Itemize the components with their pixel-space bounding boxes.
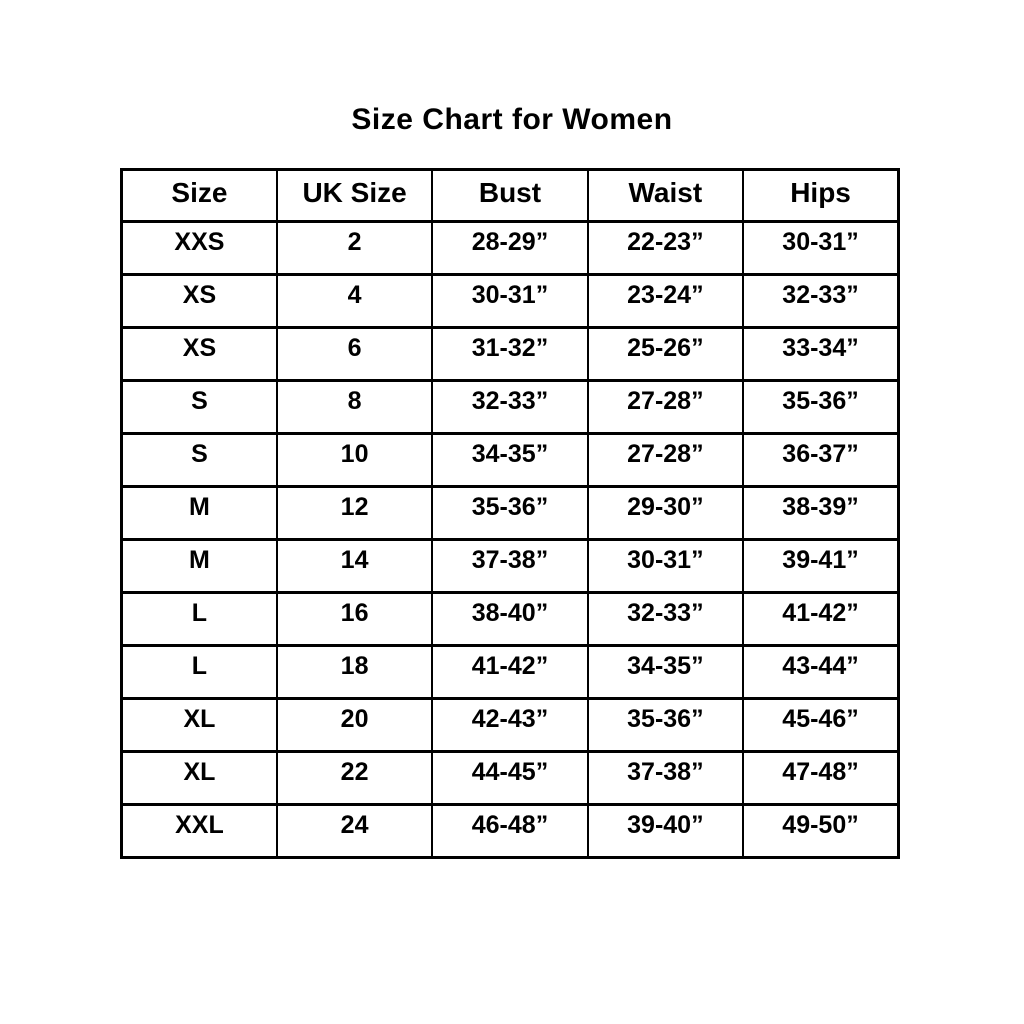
table-cell-bust: 32-33” <box>431 379 589 435</box>
table-cell-uk-size: 16 <box>275 591 434 647</box>
table-cell-hips: 43-44” <box>742 644 900 700</box>
table-cell-hips: 39-41” <box>742 538 900 594</box>
table-cell-waist: 23-24” <box>586 273 745 329</box>
table-cell-uk-size: 22 <box>275 750 434 806</box>
table-cell-hips: 30-31” <box>742 220 900 276</box>
table-cell-waist: 35-36” <box>586 697 745 753</box>
table-cell-uk-size: 8 <box>275 379 434 435</box>
table-row: XXL 24 46-48” 39-40” 49-50” <box>120 803 900 859</box>
table-cell-hips: 47-48” <box>742 750 900 806</box>
table-cell-waist: 22-23” <box>586 220 745 276</box>
table-cell-waist: 27-28” <box>586 432 745 488</box>
table-cell-waist: 32-33” <box>586 591 745 647</box>
table-cell-size: XL <box>120 697 278 753</box>
table-row: XS 4 30-31” 23-24” 32-33” <box>120 273 900 329</box>
table-cell-uk-size: 4 <box>275 273 434 329</box>
table-cell-size: M <box>120 485 278 541</box>
table-row: L 18 41-42” 34-35” 43-44” <box>120 644 900 700</box>
table-row: M 12 35-36” 29-30” 38-39” <box>120 485 900 541</box>
table-cell-size: M <box>120 538 278 594</box>
table-cell-bust: 38-40” <box>431 591 589 647</box>
table-cell-bust: 28-29” <box>431 220 589 276</box>
table-row: XXS 2 28-29” 22-23” 30-31” <box>120 220 900 276</box>
table-cell-uk-size: 18 <box>275 644 434 700</box>
table-cell-bust: 34-35” <box>431 432 589 488</box>
table-row: XL 20 42-43” 35-36” 45-46” <box>120 697 900 753</box>
column-header-size: Size <box>120 168 278 223</box>
table-cell-hips: 38-39” <box>742 485 900 541</box>
table-cell-hips: 41-42” <box>742 591 900 647</box>
table-cell-waist: 25-26” <box>586 326 745 382</box>
table-cell-size: XS <box>120 326 278 382</box>
table-cell-size: XS <box>120 273 278 329</box>
column-header-waist: Waist <box>586 168 745 223</box>
table-cell-size: S <box>120 432 278 488</box>
page-title: Size Chart for Women <box>351 103 673 136</box>
table-cell-hips: 36-37” <box>742 432 900 488</box>
table-cell-uk-size: 6 <box>275 326 434 382</box>
table-cell-hips: 32-33” <box>742 273 900 329</box>
table-cell-waist: 29-30” <box>586 485 745 541</box>
table-row: S 8 32-33” 27-28” 35-36” <box>120 379 900 435</box>
table-cell-bust: 35-36” <box>431 485 589 541</box>
table-cell-bust: 30-31” <box>431 273 589 329</box>
table-cell-size: XXS <box>120 220 278 276</box>
table-cell-waist: 30-31” <box>586 538 745 594</box>
table-cell-bust: 41-42” <box>431 644 589 700</box>
table-cell-hips: 49-50” <box>742 803 900 859</box>
table-cell-uk-size: 24 <box>275 803 434 859</box>
table-row: XS 6 31-32” 25-26” 33-34” <box>120 326 900 382</box>
table-cell-size: L <box>120 591 278 647</box>
table-row: L 16 38-40” 32-33” 41-42” <box>120 591 900 647</box>
table-cell-hips: 35-36” <box>742 379 900 435</box>
table-header-row: Size UK Size Bust Waist Hips <box>120 168 900 223</box>
table-cell-size: XL <box>120 750 278 806</box>
table-cell-uk-size: 20 <box>275 697 434 753</box>
table-cell-waist: 34-35” <box>586 644 745 700</box>
table-cell-uk-size: 10 <box>275 432 434 488</box>
table-cell-size: S <box>120 379 278 435</box>
table-cell-uk-size: 2 <box>275 220 434 276</box>
table-cell-bust: 31-32” <box>431 326 589 382</box>
table-cell-uk-size: 12 <box>275 485 434 541</box>
table-cell-waist: 39-40” <box>586 803 745 859</box>
table-row: XL 22 44-45” 37-38” 47-48” <box>120 750 900 806</box>
column-header-hips: Hips <box>742 168 900 223</box>
column-header-bust: Bust <box>431 168 589 223</box>
table-row: S 10 34-35” 27-28” 36-37” <box>120 432 900 488</box>
column-header-uk-size: UK Size <box>275 168 434 223</box>
table-cell-bust: 46-48” <box>431 803 589 859</box>
table-row: M 14 37-38” 30-31” 39-41” <box>120 538 900 594</box>
table-cell-hips: 33-34” <box>742 326 900 382</box>
table-cell-size: L <box>120 644 278 700</box>
table-cell-waist: 37-38” <box>586 750 745 806</box>
table-cell-hips: 45-46” <box>742 697 900 753</box>
table-cell-uk-size: 14 <box>275 538 434 594</box>
table-cell-bust: 44-45” <box>431 750 589 806</box>
table-cell-bust: 37-38” <box>431 538 589 594</box>
table-cell-bust: 42-43” <box>431 697 589 753</box>
size-chart-table: Size UK Size Bust Waist Hips XXS 2 28-29… <box>120 168 900 859</box>
table-cell-size: XXL <box>120 803 278 859</box>
table-cell-waist: 27-28” <box>586 379 745 435</box>
